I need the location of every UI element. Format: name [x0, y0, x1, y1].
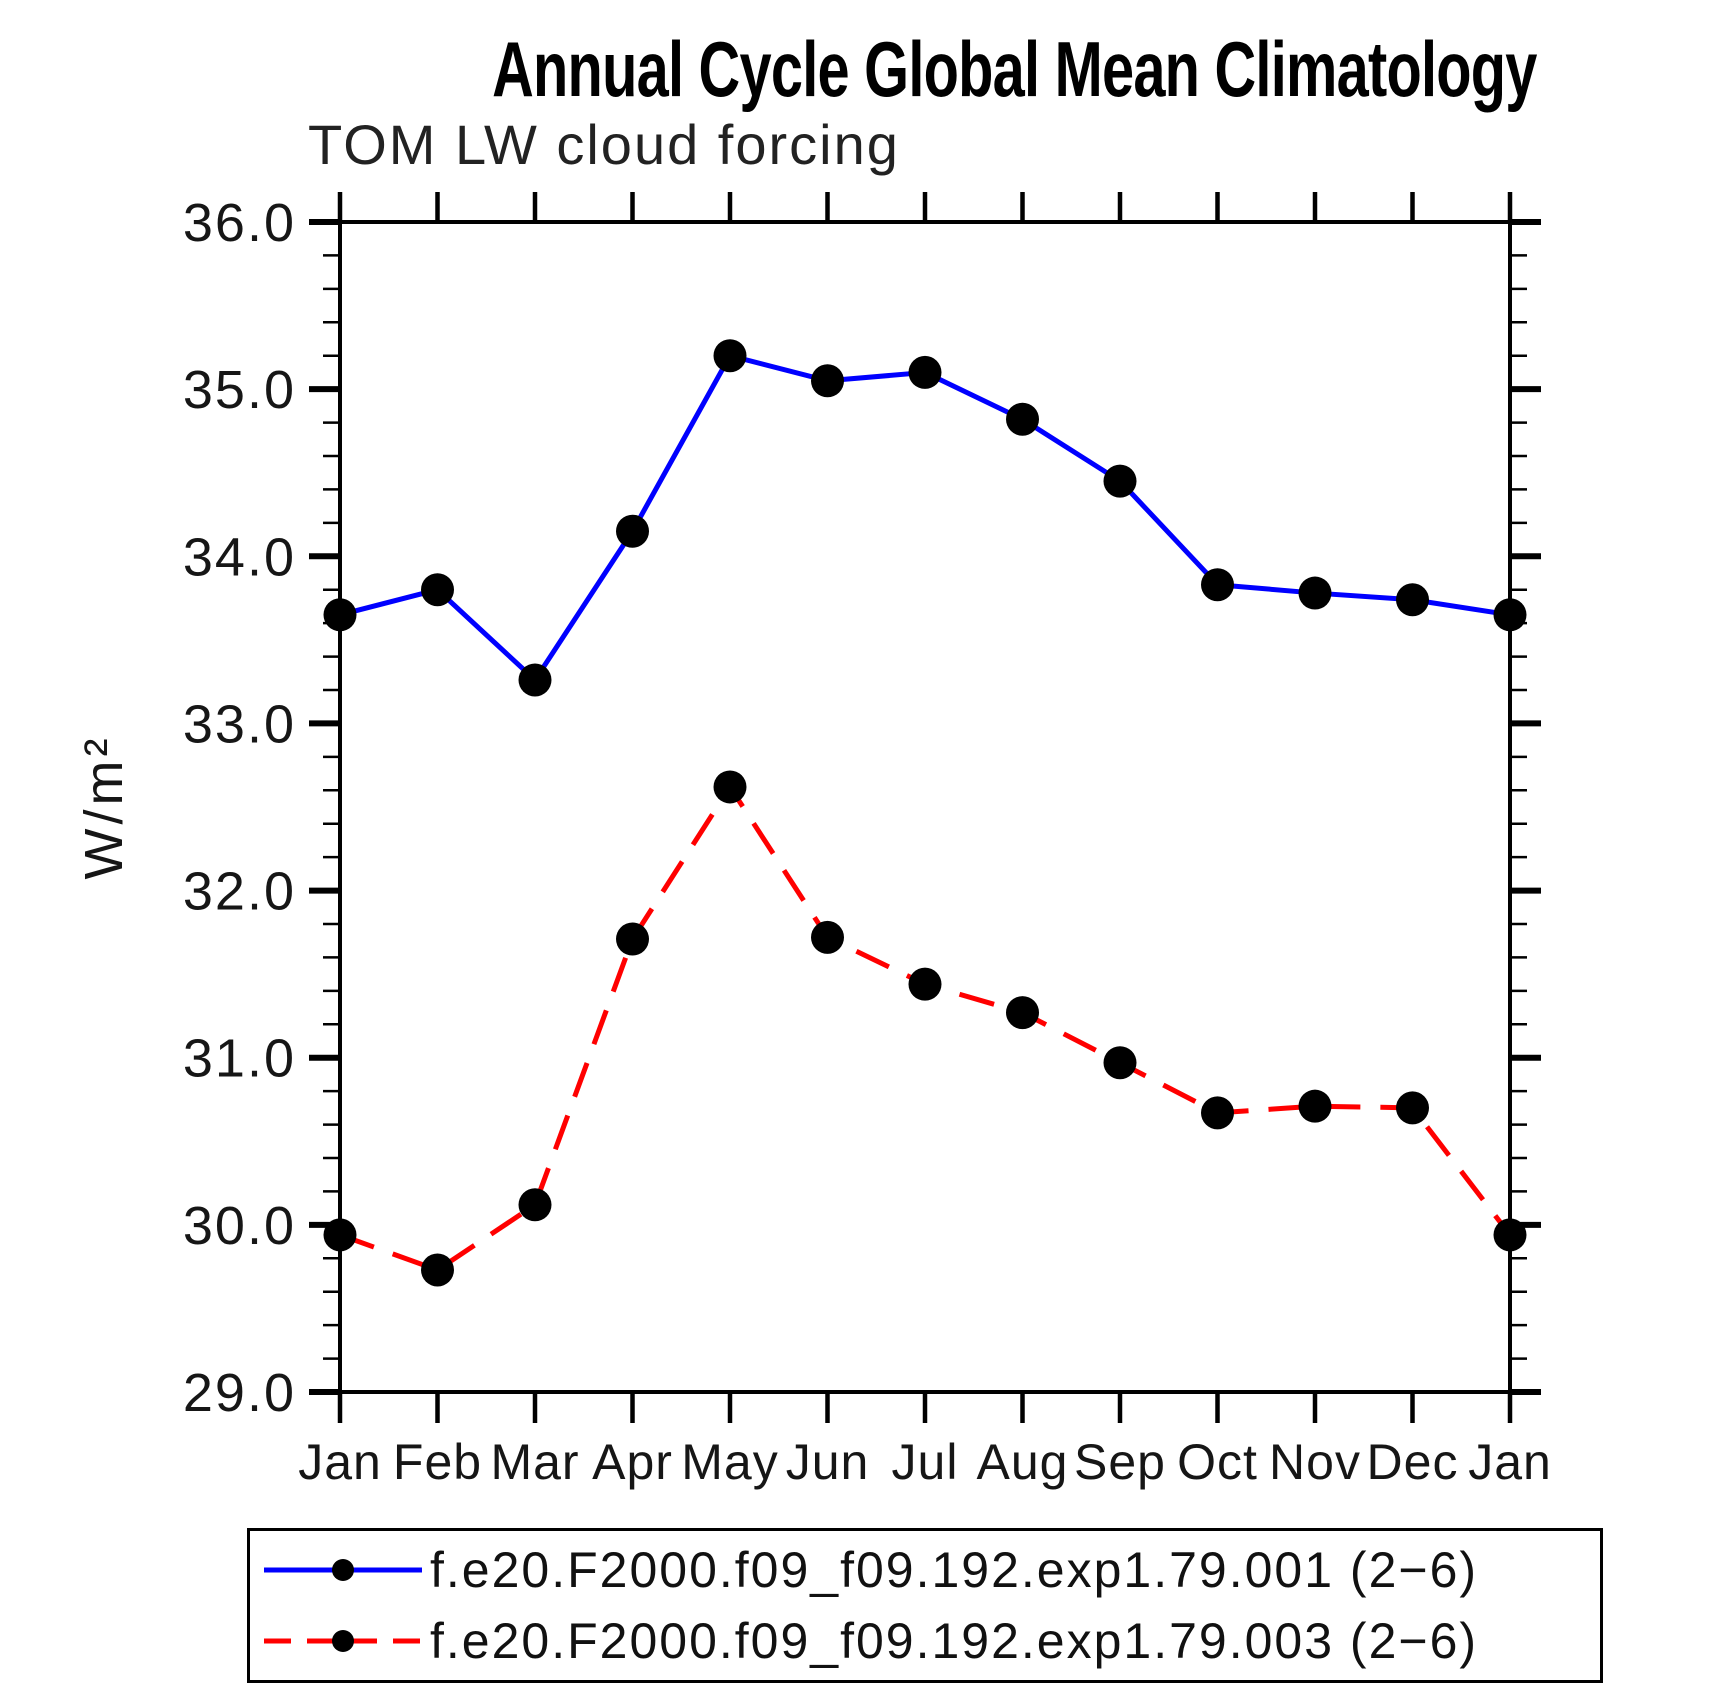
y-tick-label: 31.0 — [183, 1029, 296, 1089]
x-tick-label: Feb — [393, 1434, 482, 1490]
data-point-marker — [811, 364, 844, 398]
x-tick-label: Oct — [1177, 1434, 1258, 1490]
series-line-2 — [339, 784, 1512, 1273]
data-point-marker — [518, 663, 552, 697]
y-minor-ticks — [323, 254, 1527, 1360]
x-tick-label: Sep — [1074, 1434, 1166, 1490]
x-tick-label: Aug — [977, 1434, 1069, 1490]
x-ticks — [337, 192, 1513, 1423]
data-point-marker — [421, 573, 454, 607]
y-major-ticks — [309, 219, 1541, 1395]
data-point-marker — [323, 1218, 357, 1252]
y-tick-label: 30.0 — [183, 1196, 296, 1256]
data-point-marker — [908, 967, 942, 1001]
legend-sample-marker — [332, 1559, 354, 1582]
data-point-marker — [421, 1253, 454, 1287]
data-point-marker — [616, 514, 649, 548]
legend-line-sample-solid — [264, 1559, 422, 1582]
legend-label-series-1: f.e20.F2000.f09_f09.192.exp1.79.001 (2−6… — [430, 1542, 1479, 1599]
data-point-marker — [616, 922, 649, 956]
data-point-marker — [1006, 402, 1039, 436]
x-tick-label: Mar — [490, 1434, 579, 1490]
series-markers-1 — [323, 339, 1527, 697]
chart-subtitle: TOM LW cloud forcing — [308, 113, 900, 176]
x-tick-label: Jan — [298, 1434, 382, 1490]
legend-item-series-2: f.e20.F2000.f09_f09.192.exp1.79.003 (2−6… — [250, 1610, 1600, 1672]
x-tick-labels: Jan Feb Mar Apr May Jun Jul Aug Sep Oct Nov Dec Jan — [298, 1434, 1552, 1490]
data-point-marker — [1298, 576, 1332, 610]
x-tick-label: Nov — [1269, 1434, 1361, 1490]
y-tick-label: 33.0 — [183, 694, 296, 754]
data-point-marker — [908, 355, 942, 389]
legend-box: f.e20.F2000.f09_f09.192.exp1.79.001 (2−6… — [247, 1528, 1603, 1683]
legend-item-series-1: f.e20.F2000.f09_f09.192.exp1.79.001 (2−6… — [250, 1539, 1600, 1601]
x-tick-label: Apr — [592, 1434, 673, 1490]
series-line-1 — [339, 353, 1511, 683]
data-point-marker — [1201, 1096, 1234, 1130]
y-tick-label: 36.0 — [183, 193, 296, 253]
data-point-marker — [1201, 568, 1234, 602]
y-tick-label: 29.0 — [183, 1363, 296, 1423]
y-tick-labels: 29.0 30.0 31.0 32.0 33.0 34.0 35.0 36.0 — [183, 193, 296, 1423]
x-tick-label: Jan — [1468, 1434, 1552, 1490]
legend-line-sample-dashed — [264, 1629, 422, 1652]
data-point-marker — [1103, 1046, 1137, 1080]
y-tick-label: 34.0 — [183, 527, 296, 587]
y-tick-label: 35.0 — [183, 360, 296, 420]
x-tick-label: Jun — [786, 1434, 870, 1490]
data-point-marker — [323, 598, 357, 632]
data-point-marker — [1298, 1089, 1332, 1123]
series-markers-2 — [323, 770, 1527, 1287]
data-point-marker — [811, 920, 844, 954]
data-point-marker — [1006, 996, 1039, 1030]
x-tick-label: Jul — [892, 1434, 959, 1490]
data-point-marker — [1493, 598, 1527, 632]
data-point-marker — [1103, 464, 1137, 498]
data-point-marker — [1493, 1218, 1527, 1252]
data-point-marker — [713, 770, 747, 804]
data-point-marker — [713, 339, 747, 373]
y-axis-title: W/m² — [74, 735, 134, 880]
data-point-marker — [1396, 583, 1429, 617]
legend-label-series-2: f.e20.F2000.f09_f09.192.exp1.79.003 (2−6… — [430, 1612, 1479, 1669]
data-point-marker — [1396, 1091, 1429, 1125]
x-tick-label: May — [681, 1434, 778, 1490]
data-point-marker — [518, 1188, 552, 1222]
y-tick-label: 32.0 — [183, 862, 296, 922]
x-tick-label: Dec — [1367, 1434, 1459, 1490]
legend-sample-marker — [332, 1629, 354, 1652]
